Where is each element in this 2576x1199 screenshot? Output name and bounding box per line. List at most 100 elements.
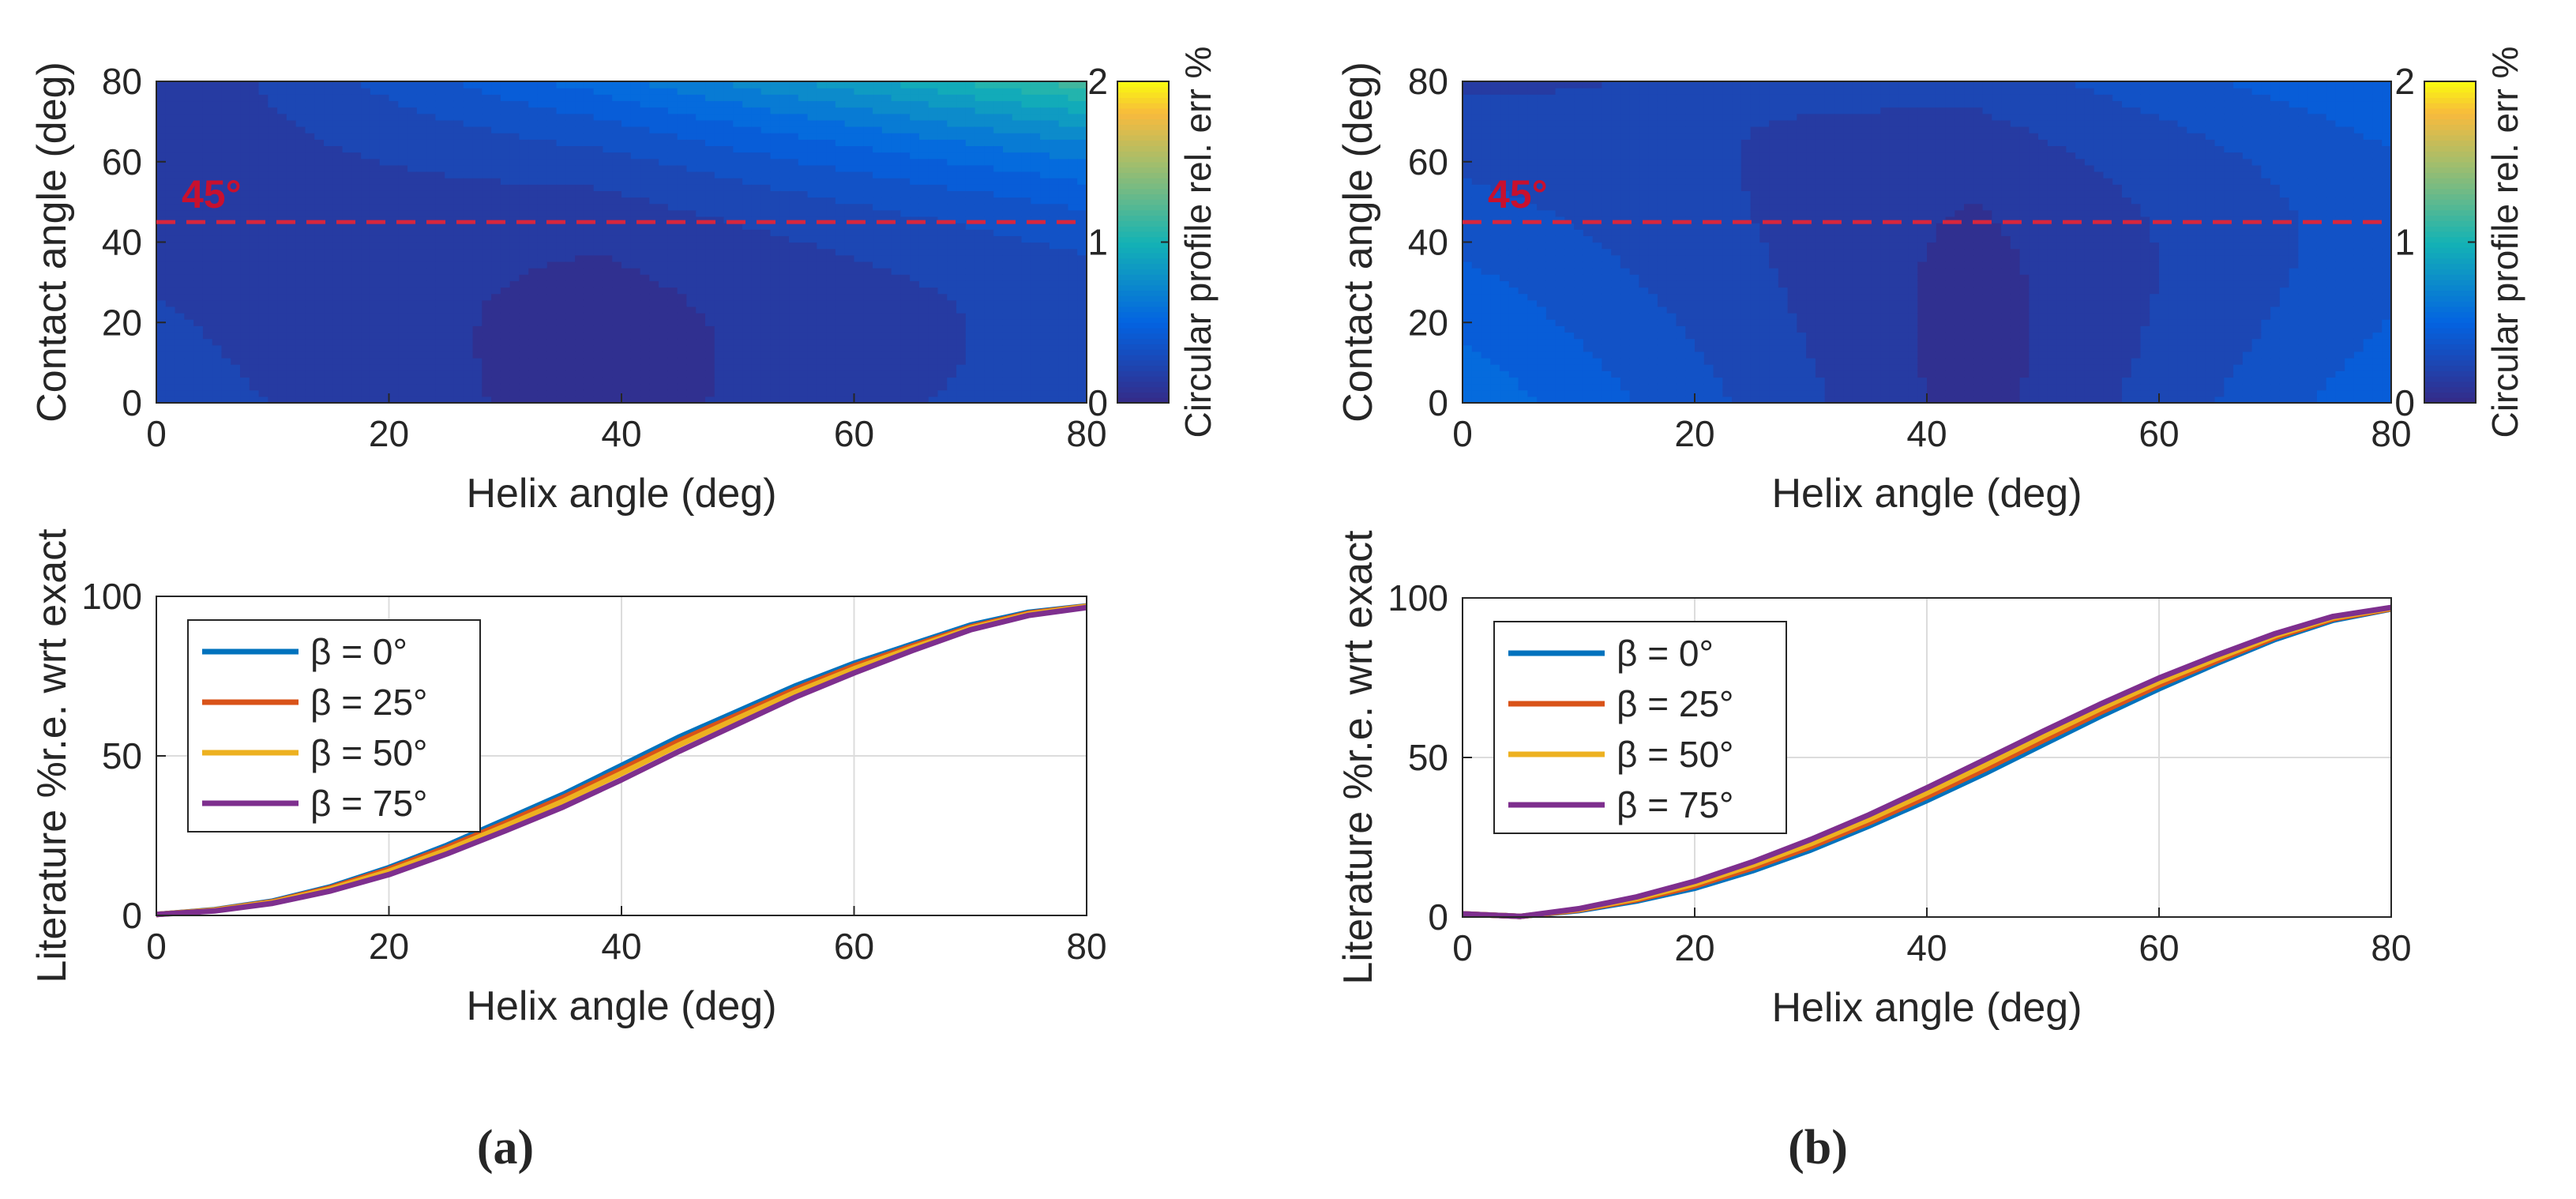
contour-cell bbox=[556, 377, 566, 385]
contour-cell bbox=[798, 197, 809, 205]
contour-cell bbox=[807, 383, 817, 391]
contour-cell bbox=[361, 203, 371, 211]
contour-cell bbox=[332, 133, 344, 140]
contour-cell bbox=[779, 287, 790, 295]
contour-cell bbox=[407, 145, 418, 153]
contour-cell bbox=[705, 145, 715, 153]
contour-cell bbox=[751, 242, 762, 250]
contour-cell bbox=[231, 107, 241, 115]
contour-cell bbox=[993, 113, 1004, 121]
contour-cell bbox=[268, 274, 278, 281]
contour-cell bbox=[1021, 383, 1031, 391]
contour-cell bbox=[696, 88, 706, 95]
contour-cell bbox=[649, 268, 659, 275]
contour-cell bbox=[556, 139, 566, 146]
contour-cell bbox=[565, 209, 576, 217]
contour-cell bbox=[918, 287, 929, 295]
contour-cell bbox=[714, 268, 725, 275]
contour-cell bbox=[1012, 197, 1023, 205]
contour-cell bbox=[389, 306, 399, 314]
contour-cell bbox=[472, 190, 483, 198]
contour-cell bbox=[258, 306, 268, 314]
contour-cell bbox=[705, 152, 715, 160]
contour-cell bbox=[817, 396, 827, 404]
contour-cell bbox=[212, 319, 223, 326]
contour-cell bbox=[993, 171, 1004, 179]
contour-cell bbox=[389, 351, 399, 359]
contour-cell bbox=[937, 248, 948, 256]
contour-cell bbox=[156, 152, 167, 160]
contour-cell bbox=[677, 171, 688, 179]
contour-cell bbox=[407, 184, 418, 191]
contour-cell bbox=[863, 216, 873, 224]
contour-cell bbox=[324, 377, 334, 385]
contour-cell bbox=[1049, 184, 1060, 191]
contour-cell bbox=[472, 358, 483, 365]
contour-cell bbox=[556, 81, 566, 88]
contour-cell bbox=[482, 332, 492, 340]
contour-cell bbox=[854, 383, 864, 391]
contour-cell bbox=[910, 254, 920, 262]
contour-cell bbox=[873, 203, 883, 211]
contour-cell bbox=[873, 113, 883, 121]
contour-cell bbox=[472, 299, 483, 307]
contour-cell bbox=[268, 377, 278, 385]
contour-cell bbox=[575, 338, 585, 346]
contour-cell bbox=[873, 190, 883, 198]
contour-cell bbox=[723, 396, 734, 404]
contour-cell bbox=[928, 319, 939, 326]
contour-cell bbox=[491, 274, 501, 281]
contour-cell bbox=[649, 396, 659, 404]
contour-cell bbox=[993, 306, 1004, 314]
contour-cell bbox=[165, 358, 176, 365]
contour-cell bbox=[947, 358, 957, 365]
contour-cell bbox=[305, 338, 315, 346]
contour-cell bbox=[649, 223, 659, 230]
contour-cell bbox=[519, 338, 529, 346]
contour-cell bbox=[472, 325, 483, 333]
contour-cell bbox=[910, 287, 920, 295]
contour-cell bbox=[974, 216, 986, 224]
contour-cell bbox=[593, 344, 604, 352]
contour-cell bbox=[714, 178, 725, 185]
contour-cell bbox=[937, 107, 948, 115]
contour-cell bbox=[156, 396, 167, 404]
contour-cell bbox=[686, 94, 697, 102]
contour-cell bbox=[156, 383, 167, 391]
contour-cell bbox=[565, 152, 576, 160]
contour-cell bbox=[221, 81, 231, 88]
contour-cell bbox=[500, 396, 511, 404]
contour-cell bbox=[649, 274, 659, 281]
contour-cell bbox=[156, 377, 167, 385]
contour-cell bbox=[593, 313, 604, 320]
contour-cell bbox=[612, 396, 622, 404]
contour-cell bbox=[202, 94, 213, 102]
contour-cell bbox=[361, 81, 371, 88]
contour-cell bbox=[491, 313, 501, 320]
contour-cell bbox=[472, 94, 483, 102]
contour-cell bbox=[844, 88, 855, 95]
contour-cell bbox=[351, 299, 362, 307]
contour-cell bbox=[277, 396, 287, 404]
contour-cell bbox=[156, 145, 167, 153]
contour-cell bbox=[277, 203, 287, 211]
contour-cell bbox=[416, 235, 427, 243]
contour-cell bbox=[928, 344, 939, 352]
contour-cell bbox=[593, 190, 604, 198]
contour-cell bbox=[491, 338, 501, 346]
contour-cell bbox=[1040, 261, 1050, 269]
contour-cell bbox=[612, 370, 622, 378]
contour-cell bbox=[314, 81, 325, 88]
contour-cell bbox=[546, 280, 558, 288]
contour-cell bbox=[873, 306, 883, 314]
contour-cell bbox=[918, 274, 929, 281]
contour-cell bbox=[863, 152, 873, 160]
contour-cell bbox=[630, 248, 641, 256]
contour-cell bbox=[277, 158, 287, 166]
contour-cell bbox=[1068, 306, 1078, 314]
contour-cell bbox=[212, 171, 223, 179]
contour-cell bbox=[305, 178, 315, 185]
contour-cell bbox=[509, 133, 520, 140]
contour-cell bbox=[519, 370, 529, 378]
contour-cell bbox=[696, 94, 706, 102]
